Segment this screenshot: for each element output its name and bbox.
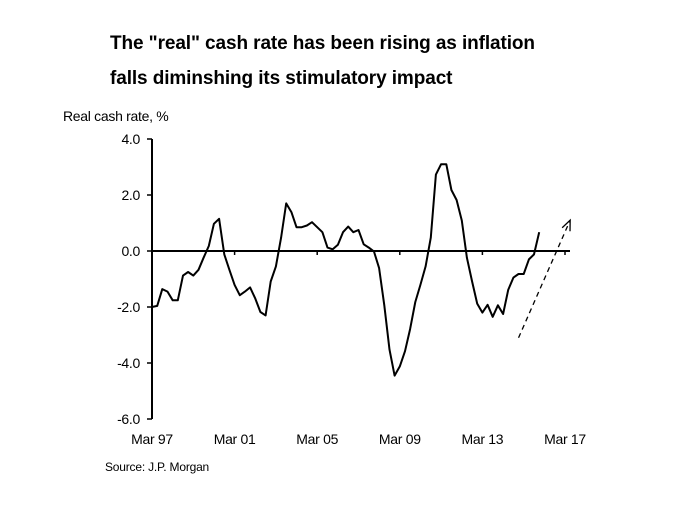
x-tick-label: Mar 09: [379, 431, 421, 447]
title-line-2: falls diminshing its stimulatory impact: [110, 68, 453, 89]
title-line-1: The "real" cash rate has been rising as …: [110, 33, 535, 54]
source-note: Source: J.P. Morgan: [105, 460, 210, 474]
x-tick-label: Mar 05: [296, 431, 338, 447]
dashed-trend-arrow: [517, 219, 571, 339]
chart-title: The "real" cash rate has been rising as …: [110, 26, 535, 96]
x-tick-label: Mar 17: [544, 431, 586, 447]
x-tick-label: Mar 97: [131, 431, 173, 447]
y-tick-label: -6.0: [117, 411, 140, 427]
y-tick-label: 4.0: [121, 131, 140, 147]
x-tick-label: Mar 01: [214, 431, 256, 447]
y-axis-label: Real cash rate, %: [63, 108, 169, 124]
x-tick-label: Mar 13: [462, 431, 504, 447]
y-tick-label: -4.0: [117, 355, 140, 371]
y-tick-label: -2.0: [117, 299, 140, 315]
series-line-real-cash-rate: [151, 163, 541, 377]
y-tick-label: 2.0: [121, 187, 140, 203]
arrowhead-icon: [561, 218, 571, 232]
y-tick-label: 0.0: [121, 243, 140, 259]
